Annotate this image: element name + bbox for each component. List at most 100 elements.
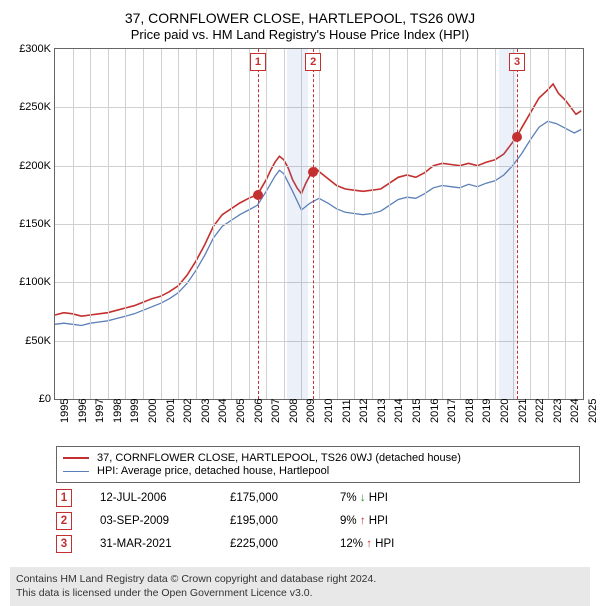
x-tick-label: 2003 [200, 399, 212, 423]
y-tick-label: £200K [7, 160, 51, 172]
x-tick-label: 1997 [94, 399, 106, 423]
y-tick-label: £250K [7, 101, 51, 113]
y-tick-label: £150K [7, 218, 51, 230]
gridline-v [266, 49, 267, 399]
x-tick-label: 2002 [182, 399, 194, 423]
sale-event-number: 2 [305, 53, 321, 71]
sales-table: 1 12-JUL-2006£175,0007% ↓ HPI 2 03-SEP-2009… [56, 489, 580, 553]
row-number-badge: 2 [56, 512, 72, 530]
sale-event-number: 3 [509, 53, 525, 71]
y-tick-label: £100K [7, 276, 51, 288]
recession-band [287, 49, 308, 399]
row-date: 03-SEP-2009 [100, 515, 230, 527]
row-date: 12-JUL-2006 [100, 492, 230, 504]
chart-plot-area: £0£50K£100K£150K£200K£250K£300K199519961… [54, 48, 584, 400]
gridline-v [231, 49, 232, 399]
gridline-v [460, 49, 461, 399]
row-number-badge: 3 [56, 535, 72, 553]
sales-table-row: 331-MAR-2021£225,00012% ↑ HPI [56, 535, 580, 553]
footer-line-1: Contains HM Land Registry data © Crown c… [16, 573, 584, 587]
footer-attribution: Contains HM Land Registry data © Crown c… [10, 567, 590, 606]
x-tick-label: 2011 [341, 399, 353, 423]
x-tick-label: 2017 [446, 399, 458, 423]
x-tick-label: 2005 [235, 399, 247, 423]
sale-event-line [517, 49, 518, 399]
x-tick-label: 2013 [376, 399, 388, 423]
row-date: 31-MAR-2021 [100, 538, 230, 550]
sales-table-row: 2 03-SEP-2009£195,0009% ↑ HPI [56, 512, 580, 530]
gridline-v [178, 49, 179, 399]
x-tick-label: 2020 [499, 399, 511, 423]
gridline-v [108, 49, 109, 399]
row-price: £195,000 [230, 515, 340, 527]
gridline-v [530, 49, 531, 399]
legend-item: HPI: Average price, detached house, Hart… [63, 465, 573, 477]
gridline-v [548, 49, 549, 399]
row-hpi-diff: 9% ↑ HPI [340, 515, 450, 527]
chart-container: 37, CORNFLOWER CLOSE, HARTLEPOOL, TS26 0… [0, 0, 600, 563]
gridline-v [90, 49, 91, 399]
row-number-badge: 1 [56, 489, 72, 507]
x-tick-label: 2024 [569, 399, 581, 423]
legend-item: 37, CORNFLOWER CLOSE, HARTLEPOOL, TS26 0… [63, 452, 573, 464]
gridline-v [213, 49, 214, 399]
gridline-v [425, 49, 426, 399]
sales-table-row: 1 12-JUL-2006£175,0007% ↓ HPI [56, 489, 580, 507]
y-tick-label: £0 [7, 393, 51, 405]
gridline-v [407, 49, 408, 399]
x-tick-label: 1996 [77, 399, 89, 423]
legend-label: HPI: Average price, detached house, Hart… [97, 465, 329, 477]
y-tick-label: £50K [7, 335, 51, 347]
y-tick-label: £300K [7, 43, 51, 55]
legend-swatch [63, 457, 89, 459]
x-tick-label: 2006 [253, 399, 265, 423]
x-tick-label: 2021 [517, 399, 529, 423]
x-tick-label: 2008 [288, 399, 300, 423]
sale-event-number: 1 [250, 53, 266, 71]
x-tick-label: 2025 [587, 399, 599, 423]
x-tick-label: 2016 [429, 399, 441, 423]
x-tick-label: 2012 [358, 399, 370, 423]
gridline-v [389, 49, 390, 399]
x-tick-label: 2014 [393, 399, 405, 423]
x-tick-label: 2004 [217, 399, 229, 423]
gridline-v [354, 49, 355, 399]
sale-event-marker [512, 132, 522, 142]
gridline-v [495, 49, 496, 399]
gridline-v [442, 49, 443, 399]
gridline-v [161, 49, 162, 399]
gridline-v [73, 49, 74, 399]
x-tick-label: 1995 [59, 399, 71, 423]
recession-band [499, 49, 517, 399]
x-tick-label: 1998 [112, 399, 124, 423]
x-tick-label: 2015 [411, 399, 423, 423]
sale-event-line [313, 49, 314, 399]
x-tick-label: 2023 [552, 399, 564, 423]
gridline-v [143, 49, 144, 399]
gridline-v [319, 49, 320, 399]
sale-event-marker [253, 190, 263, 200]
chart-subtitle: Price paid vs. HM Land Registry's House … [10, 27, 590, 42]
gridline-v [125, 49, 126, 399]
row-price: £175,000 [230, 492, 340, 504]
gridline-v [249, 49, 250, 399]
gridline-v [284, 49, 285, 399]
chart-title-address: 37, CORNFLOWER CLOSE, HARTLEPOOL, TS26 0… [10, 10, 590, 26]
sale-event-line [258, 49, 259, 399]
gridline-v [565, 49, 566, 399]
gridline-v [477, 49, 478, 399]
x-tick-label: 2001 [165, 399, 177, 423]
x-tick-label: 2019 [481, 399, 493, 423]
x-tick-label: 1999 [129, 399, 141, 423]
legend-swatch [63, 471, 89, 472]
row-hpi-diff: 7% ↓ HPI [340, 492, 450, 504]
legend-label: 37, CORNFLOWER CLOSE, HARTLEPOOL, TS26 0… [97, 452, 461, 464]
footer-line-2: This data is licensed under the Open Gov… [16, 587, 584, 601]
x-tick-label: 2010 [323, 399, 335, 423]
chart-legend: 37, CORNFLOWER CLOSE, HARTLEPOOL, TS26 0… [56, 446, 580, 483]
x-tick-label: 2022 [534, 399, 546, 423]
gridline-v [372, 49, 373, 399]
gridline-v [196, 49, 197, 399]
row-hpi-diff: 12% ↑ HPI [340, 538, 450, 550]
gridline-v [337, 49, 338, 399]
